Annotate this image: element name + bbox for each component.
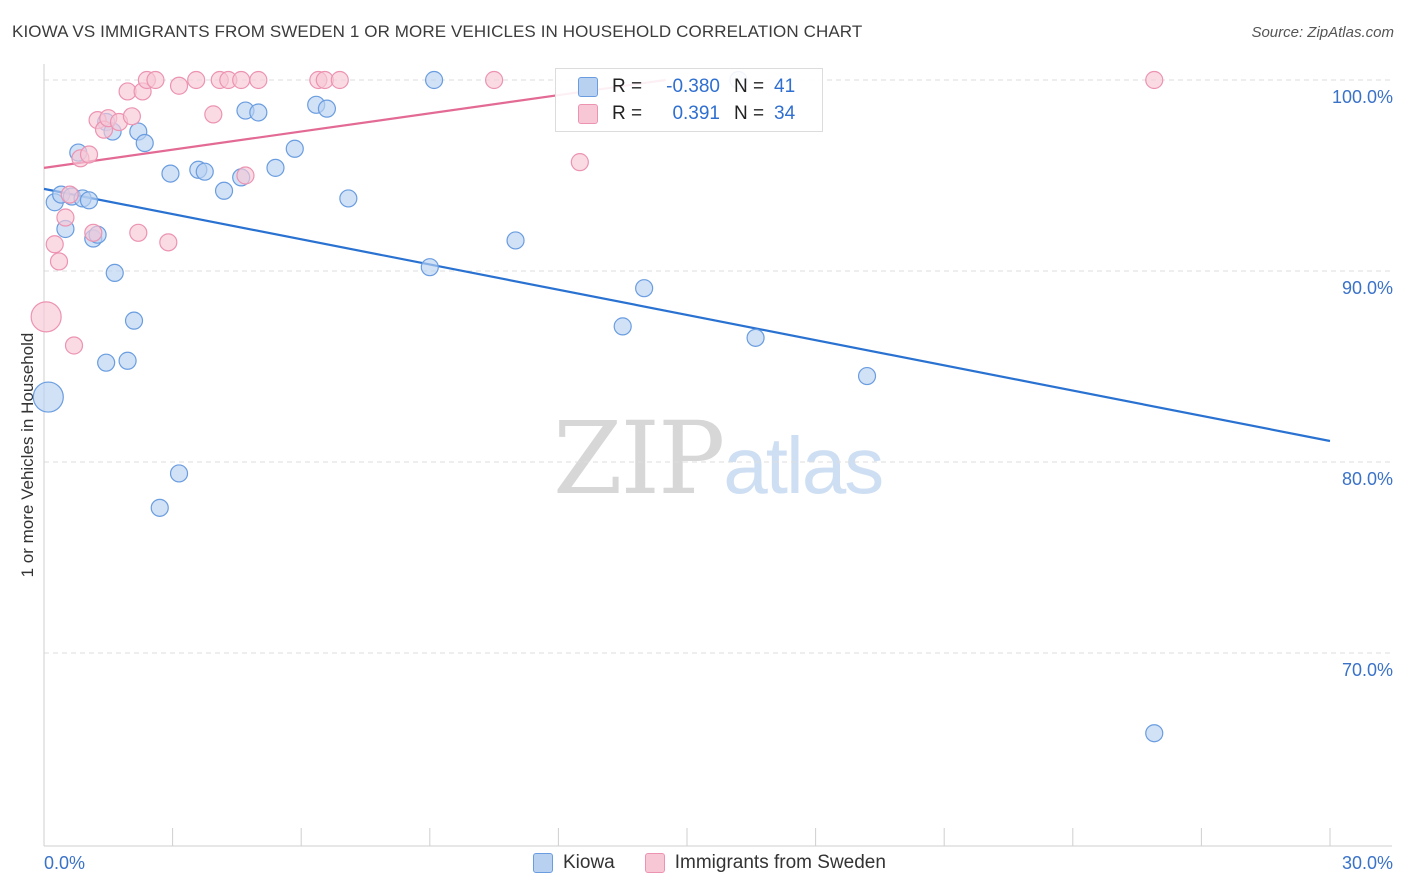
- sweden-point: [30, 301, 62, 333]
- sweden-point: [79, 145, 99, 164]
- y-tick-label: 90.0%: [1342, 278, 1393, 298]
- legend-item-label: Kiowa: [563, 852, 615, 873]
- kiowa-point: [506, 231, 525, 250]
- kiowa-point: [105, 263, 124, 283]
- legend-row-sweden: R = 0.391 N = 34: [578, 102, 795, 126]
- sweden-point: [187, 70, 206, 90]
- legend-n-label: N =: [734, 103, 765, 124]
- source-label: Source: ZipAtlas.com: [1251, 24, 1394, 41]
- sweden-point: [204, 105, 223, 124]
- sweden-point: [122, 107, 141, 126]
- kiowa-point: [161, 164, 180, 183]
- sweden-point: [236, 166, 255, 185]
- sweden-point: [56, 208, 75, 227]
- sweden-point: [232, 70, 251, 90]
- sweden-point: [129, 223, 148, 242]
- sweden-point: [45, 235, 64, 254]
- x-tick-label: 30.0%: [1342, 853, 1393, 873]
- sweden-point: [570, 153, 589, 172]
- data-points: [30, 70, 1164, 743]
- kiowa-point: [857, 366, 877, 386]
- trend-lines: [43, 78, 1331, 443]
- sweden-point: [146, 70, 165, 90]
- kiowa-point: [746, 328, 765, 347]
- kiowa-point: [79, 191, 99, 210]
- kiowa-point: [285, 139, 304, 158]
- kiowa-point: [169, 464, 189, 483]
- legend-item-sweden: Immigrants from Sweden: [644, 852, 886, 874]
- sweden-point: [64, 336, 84, 355]
- kiowa-legend-swatch: [533, 853, 553, 873]
- legend-item-label: Immigrants from Sweden: [674, 852, 886, 873]
- kiowa-point: [613, 317, 632, 336]
- sweden-point: [249, 70, 268, 90]
- kiowa-point: [214, 181, 234, 200]
- chart-title: KIOWA VS IMMIGRANTS FROM SWEDEN 1 OR MOR…: [12, 22, 863, 41]
- kiowa-point: [424, 70, 444, 90]
- legend-n-value: 41: [774, 76, 796, 97]
- legend-r-value: -0.380: [666, 76, 720, 97]
- watermark: ZIPatlas: [553, 400, 884, 517]
- y-tick-label: 100.0%: [1332, 87, 1393, 107]
- sweden-point: [84, 223, 103, 242]
- kiowa-trend-line: [43, 187, 1331, 443]
- sweden-point: [1145, 70, 1164, 90]
- kiowa-point: [135, 133, 154, 153]
- x-tick-label: 0.0%: [44, 853, 85, 873]
- kiowa-point: [420, 258, 439, 277]
- kiowa-point: [150, 498, 169, 517]
- kiowa-point: [266, 158, 285, 177]
- axes: [43, 64, 1392, 847]
- watermark-zip: ZIP: [553, 400, 725, 517]
- kiowa-point: [124, 311, 144, 330]
- grid-lines: [44, 79, 1392, 654]
- kiowa-point: [118, 351, 137, 370]
- legend-n-label: N =: [734, 76, 765, 97]
- sweden-point: [60, 185, 79, 204]
- kiowa-swatch: [578, 77, 598, 97]
- y-tick-label: 70.0%: [1342, 660, 1393, 680]
- legend-item-kiowa: Kiowa: [533, 852, 615, 874]
- legend-r-value: 0.391: [672, 103, 720, 124]
- kiowa-point: [97, 353, 116, 372]
- y-tick-label: 80.0%: [1342, 469, 1393, 489]
- legend-r-label: R =: [612, 76, 643, 97]
- kiowa-point: [32, 381, 64, 413]
- kiowa-point: [635, 279, 654, 298]
- legend-r-label: R =: [612, 103, 643, 124]
- kiowa-point: [1145, 724, 1164, 743]
- correlation-legend: R = -0.380 N = 41 R = 0.391 N = 34: [555, 68, 823, 132]
- kiowa-point: [339, 189, 358, 208]
- sweden-point: [49, 252, 69, 271]
- sweden-legend-swatch: [644, 853, 665, 873]
- legend-n-value: 34: [774, 103, 796, 124]
- tick-labels: 100.0% 90.0% 80.0% 70.0% 0.0% 30.0%: [44, 87, 1393, 873]
- series-legend: Kiowa Immigrants from Sweden: [533, 852, 916, 874]
- sweden-point: [159, 233, 178, 252]
- legend-row-kiowa: R = -0.380 N = 41: [578, 75, 795, 99]
- sweden-swatch: [578, 104, 598, 124]
- sweden-point: [169, 76, 189, 95]
- y-axis-label: 1 or more Vehicles in Household: [18, 332, 37, 578]
- kiowa-point: [317, 99, 337, 118]
- sweden-point: [485, 70, 504, 90]
- kiowa-point: [249, 103, 268, 122]
- watermark-atlas: atlas: [723, 421, 884, 510]
- kiowa-point: [195, 162, 214, 181]
- sweden-point: [330, 70, 349, 90]
